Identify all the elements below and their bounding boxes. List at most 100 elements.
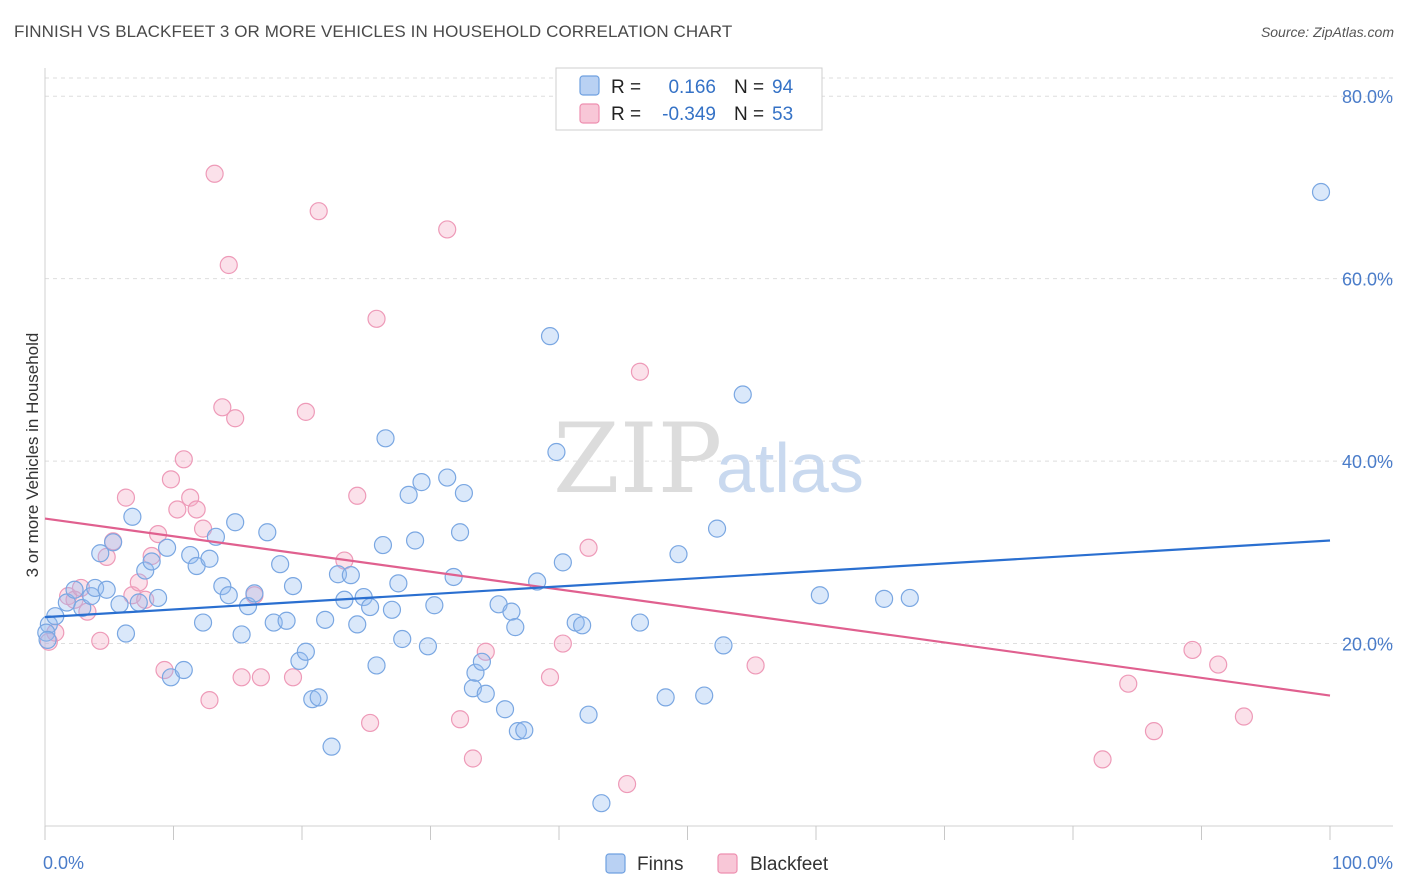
blackfeet-trend-line (44, 517, 1331, 697)
finns-point (875, 589, 894, 608)
blackfeet-point (553, 634, 572, 653)
finns-point (389, 574, 408, 593)
finns-point (454, 483, 474, 503)
finns-point (466, 663, 485, 682)
blackfeet-point (450, 710, 470, 729)
finns-point (547, 442, 566, 462)
blackfeet-point (226, 409, 245, 428)
blackfeet-point (438, 220, 457, 239)
trend-lines (44, 517, 1331, 697)
stats-legend-box (555, 67, 823, 131)
finns-points (37, 182, 1331, 813)
y-tick-label: 40.0% (1342, 452, 1393, 472)
y-tick-label: 80.0% (1342, 87, 1393, 107)
finns-point (1311, 182, 1331, 202)
finns-trend-line (44, 539, 1331, 619)
finns-point (104, 533, 123, 552)
finns-point (157, 538, 177, 557)
finns-swatch (579, 75, 600, 96)
x-tick-label-min: 0.0% (43, 853, 84, 873)
finns-point (714, 636, 733, 655)
series-legend: Finns Blackfeet (605, 853, 829, 875)
blackfeet-point (540, 668, 560, 687)
x-tick-label-max: 100.0% (1332, 853, 1393, 873)
blackfeet-point (1183, 640, 1202, 660)
blackfeet-point (213, 398, 232, 417)
blackfeet-point (476, 642, 495, 661)
finns-point (540, 327, 560, 346)
finns-point (506, 618, 525, 637)
finns-point (393, 629, 412, 649)
finns-point (65, 580, 84, 599)
finns-point (495, 700, 515, 719)
chart-title: FINNISH VS BLACKFEET 3 OR MORE VEHICLES … (14, 22, 733, 41)
finns-point (361, 597, 380, 617)
finns-point (707, 519, 727, 538)
finns-point (450, 523, 470, 542)
y-axis-label: 3 or more Vehicles in Household (23, 333, 42, 578)
stats-legend: R = 0.166 N = 94 R = -0.349 N = 53 (555, 67, 823, 131)
blackfeet-point (168, 500, 187, 519)
finns-point (258, 523, 277, 542)
finns-point (630, 613, 650, 632)
blackfeet-point (161, 470, 181, 489)
finns-point (669, 545, 688, 564)
finns-point (123, 507, 142, 526)
finns-point (86, 578, 105, 598)
finns-point (476, 684, 495, 703)
finns-point (181, 545, 200, 565)
finns-point (219, 586, 238, 605)
finns-point (373, 535, 393, 555)
finns-point (309, 688, 328, 707)
blackfeet-point (1144, 722, 1164, 741)
blackfeet-point (200, 691, 219, 710)
blackfeet-legend-label: Blackfeet (750, 854, 829, 875)
blackfeet-point (205, 164, 224, 183)
blackfeet-point (367, 309, 386, 328)
finns-point (129, 593, 148, 612)
finns-n-value: 94 (772, 77, 794, 98)
blackfeet-point (1119, 674, 1138, 693)
blackfeet-r-label: R = (611, 104, 641, 125)
watermark-atlas: atlas (716, 429, 864, 507)
blackfeet-point (746, 656, 765, 675)
y-tick-label: 20.0% (1342, 635, 1393, 655)
y-tick-label: 60.0% (1342, 270, 1393, 290)
finns-point (592, 794, 611, 813)
gridlines (45, 77, 1393, 645)
axes (44, 68, 1393, 840)
finns-point (412, 473, 431, 492)
blackfeet-n-label: N = (734, 104, 764, 125)
blackfeet-point (155, 660, 174, 680)
blackfeet-point (296, 402, 315, 421)
finns-legend-swatch (605, 853, 626, 874)
blackfeet-point (193, 519, 213, 538)
blackfeet-point (251, 668, 270, 687)
blackfeet-point (579, 538, 598, 557)
blackfeet-point (91, 631, 110, 650)
finns-point (472, 652, 491, 671)
blackfeet-point (630, 362, 650, 381)
finns-point (322, 737, 341, 756)
finns-point (733, 385, 752, 404)
blackfeet-point (116, 488, 136, 507)
finns-point (316, 610, 335, 629)
finns-point (97, 580, 116, 599)
finns-point (38, 630, 57, 650)
finns-point (174, 660, 193, 680)
blackfeet-point (283, 668, 303, 687)
finns-point (232, 625, 251, 644)
finns-point (37, 623, 56, 642)
finns-point (226, 513, 245, 532)
finns-point (579, 705, 598, 724)
finns-point (425, 596, 444, 615)
finns-point (515, 721, 534, 740)
blackfeet-point (1234, 707, 1254, 726)
finns-point (695, 686, 714, 705)
finns-r-value: 0.166 (668, 77, 716, 98)
blackfeet-point (187, 500, 206, 519)
blackfeet-point (1093, 750, 1112, 769)
source-credit: Source: ZipAtlas.com (1260, 24, 1394, 40)
finns-n-label: N = (734, 77, 764, 98)
